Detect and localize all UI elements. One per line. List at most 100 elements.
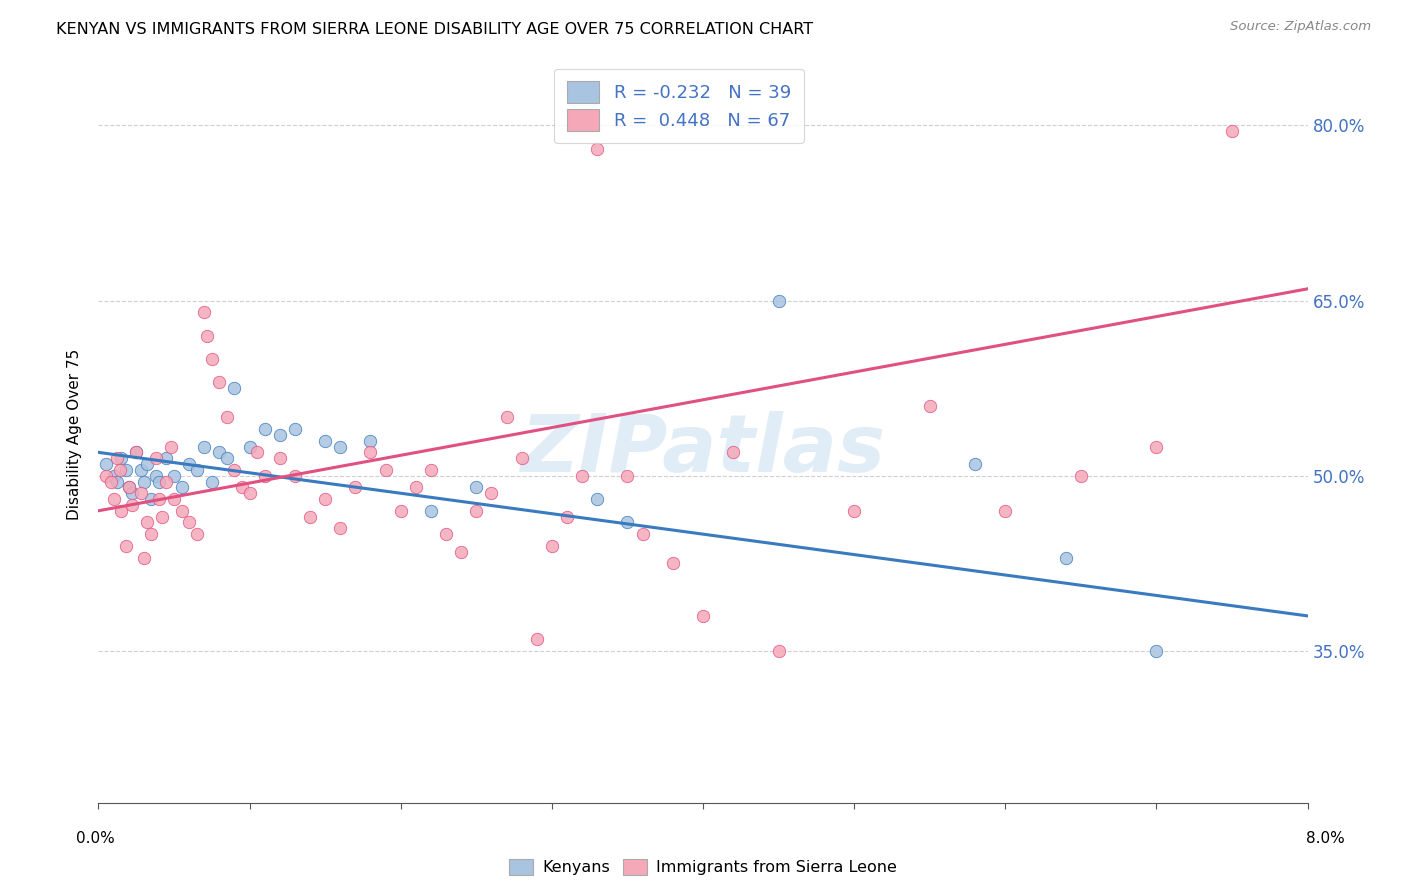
Point — [105, 475, 128, 489]
Point — [208, 376, 231, 390]
Point — [108, 463, 131, 477]
Point — [155, 475, 177, 489]
Point — [768, 293, 790, 308]
Point — [768, 644, 790, 658]
Point — [481, 486, 503, 500]
Point — [510, 451, 533, 466]
Point — [329, 440, 352, 454]
Point — [215, 451, 238, 466]
Point — [129, 486, 152, 500]
Point — [114, 463, 136, 477]
Point — [269, 427, 291, 442]
Point — [571, 468, 593, 483]
Point — [360, 445, 382, 459]
Point — [253, 468, 276, 483]
Point — [94, 457, 117, 471]
Point — [540, 539, 562, 553]
Point — [170, 504, 193, 518]
Point — [179, 516, 201, 530]
Point — [239, 440, 262, 454]
Point — [631, 527, 654, 541]
Point — [118, 480, 141, 494]
Point — [420, 504, 443, 518]
Point — [186, 527, 208, 541]
Point — [723, 445, 745, 459]
Point — [405, 480, 427, 494]
Point — [918, 399, 941, 413]
Point — [269, 451, 291, 466]
Point — [586, 492, 609, 507]
Point — [129, 463, 152, 477]
Point — [1070, 468, 1092, 483]
Point — [148, 492, 170, 507]
Point — [224, 381, 246, 395]
Point — [616, 516, 638, 530]
Point — [224, 463, 246, 477]
Point — [374, 463, 396, 477]
Point — [195, 328, 218, 343]
Point — [661, 557, 683, 571]
Point — [844, 504, 866, 518]
Point — [105, 451, 128, 466]
Text: ZIPatlas: ZIPatlas — [520, 410, 886, 489]
Point — [186, 463, 208, 477]
Point — [118, 480, 141, 494]
Legend: Kenyans, Immigrants from Sierra Leone: Kenyans, Immigrants from Sierra Leone — [501, 851, 905, 883]
Point — [103, 492, 125, 507]
Point — [284, 468, 307, 483]
Point — [284, 422, 307, 436]
Point — [114, 539, 136, 553]
Point — [526, 632, 548, 647]
Point — [110, 451, 132, 466]
Point — [163, 468, 186, 483]
Point — [314, 434, 336, 448]
Point — [239, 486, 262, 500]
Point — [125, 445, 148, 459]
Point — [1146, 440, 1168, 454]
Point — [965, 457, 987, 471]
Point — [994, 504, 1017, 518]
Text: 8.0%: 8.0% — [1306, 831, 1346, 846]
Point — [145, 451, 167, 466]
Point — [193, 305, 215, 319]
Point — [231, 480, 253, 494]
Point — [132, 475, 155, 489]
Point — [141, 492, 163, 507]
Point — [586, 142, 609, 156]
Point — [150, 509, 173, 524]
Point — [434, 527, 457, 541]
Point — [193, 440, 215, 454]
Text: 0.0%: 0.0% — [76, 831, 115, 846]
Point — [616, 468, 638, 483]
Point — [121, 486, 143, 500]
Text: Source: ZipAtlas.com: Source: ZipAtlas.com — [1230, 20, 1371, 33]
Point — [94, 468, 117, 483]
Point — [179, 457, 201, 471]
Point — [692, 608, 714, 623]
Point — [495, 410, 517, 425]
Point — [135, 457, 157, 471]
Point — [1220, 124, 1243, 138]
Point — [360, 434, 382, 448]
Point — [450, 544, 472, 558]
Text: KENYAN VS IMMIGRANTS FROM SIERRA LEONE DISABILITY AGE OVER 75 CORRELATION CHART: KENYAN VS IMMIGRANTS FROM SIERRA LEONE D… — [56, 22, 813, 37]
Point — [1146, 644, 1168, 658]
Point — [201, 475, 224, 489]
Point — [1054, 550, 1077, 565]
Point — [344, 480, 367, 494]
Point — [145, 468, 167, 483]
Point — [103, 468, 125, 483]
Point — [555, 509, 578, 524]
Point — [215, 410, 238, 425]
Point — [163, 492, 186, 507]
Point — [121, 498, 143, 512]
Point — [465, 480, 488, 494]
Point — [465, 504, 488, 518]
Point — [160, 440, 183, 454]
Point — [100, 475, 122, 489]
Point — [132, 550, 155, 565]
Point — [314, 492, 336, 507]
Point — [170, 480, 193, 494]
Point — [389, 504, 412, 518]
Point — [135, 516, 157, 530]
